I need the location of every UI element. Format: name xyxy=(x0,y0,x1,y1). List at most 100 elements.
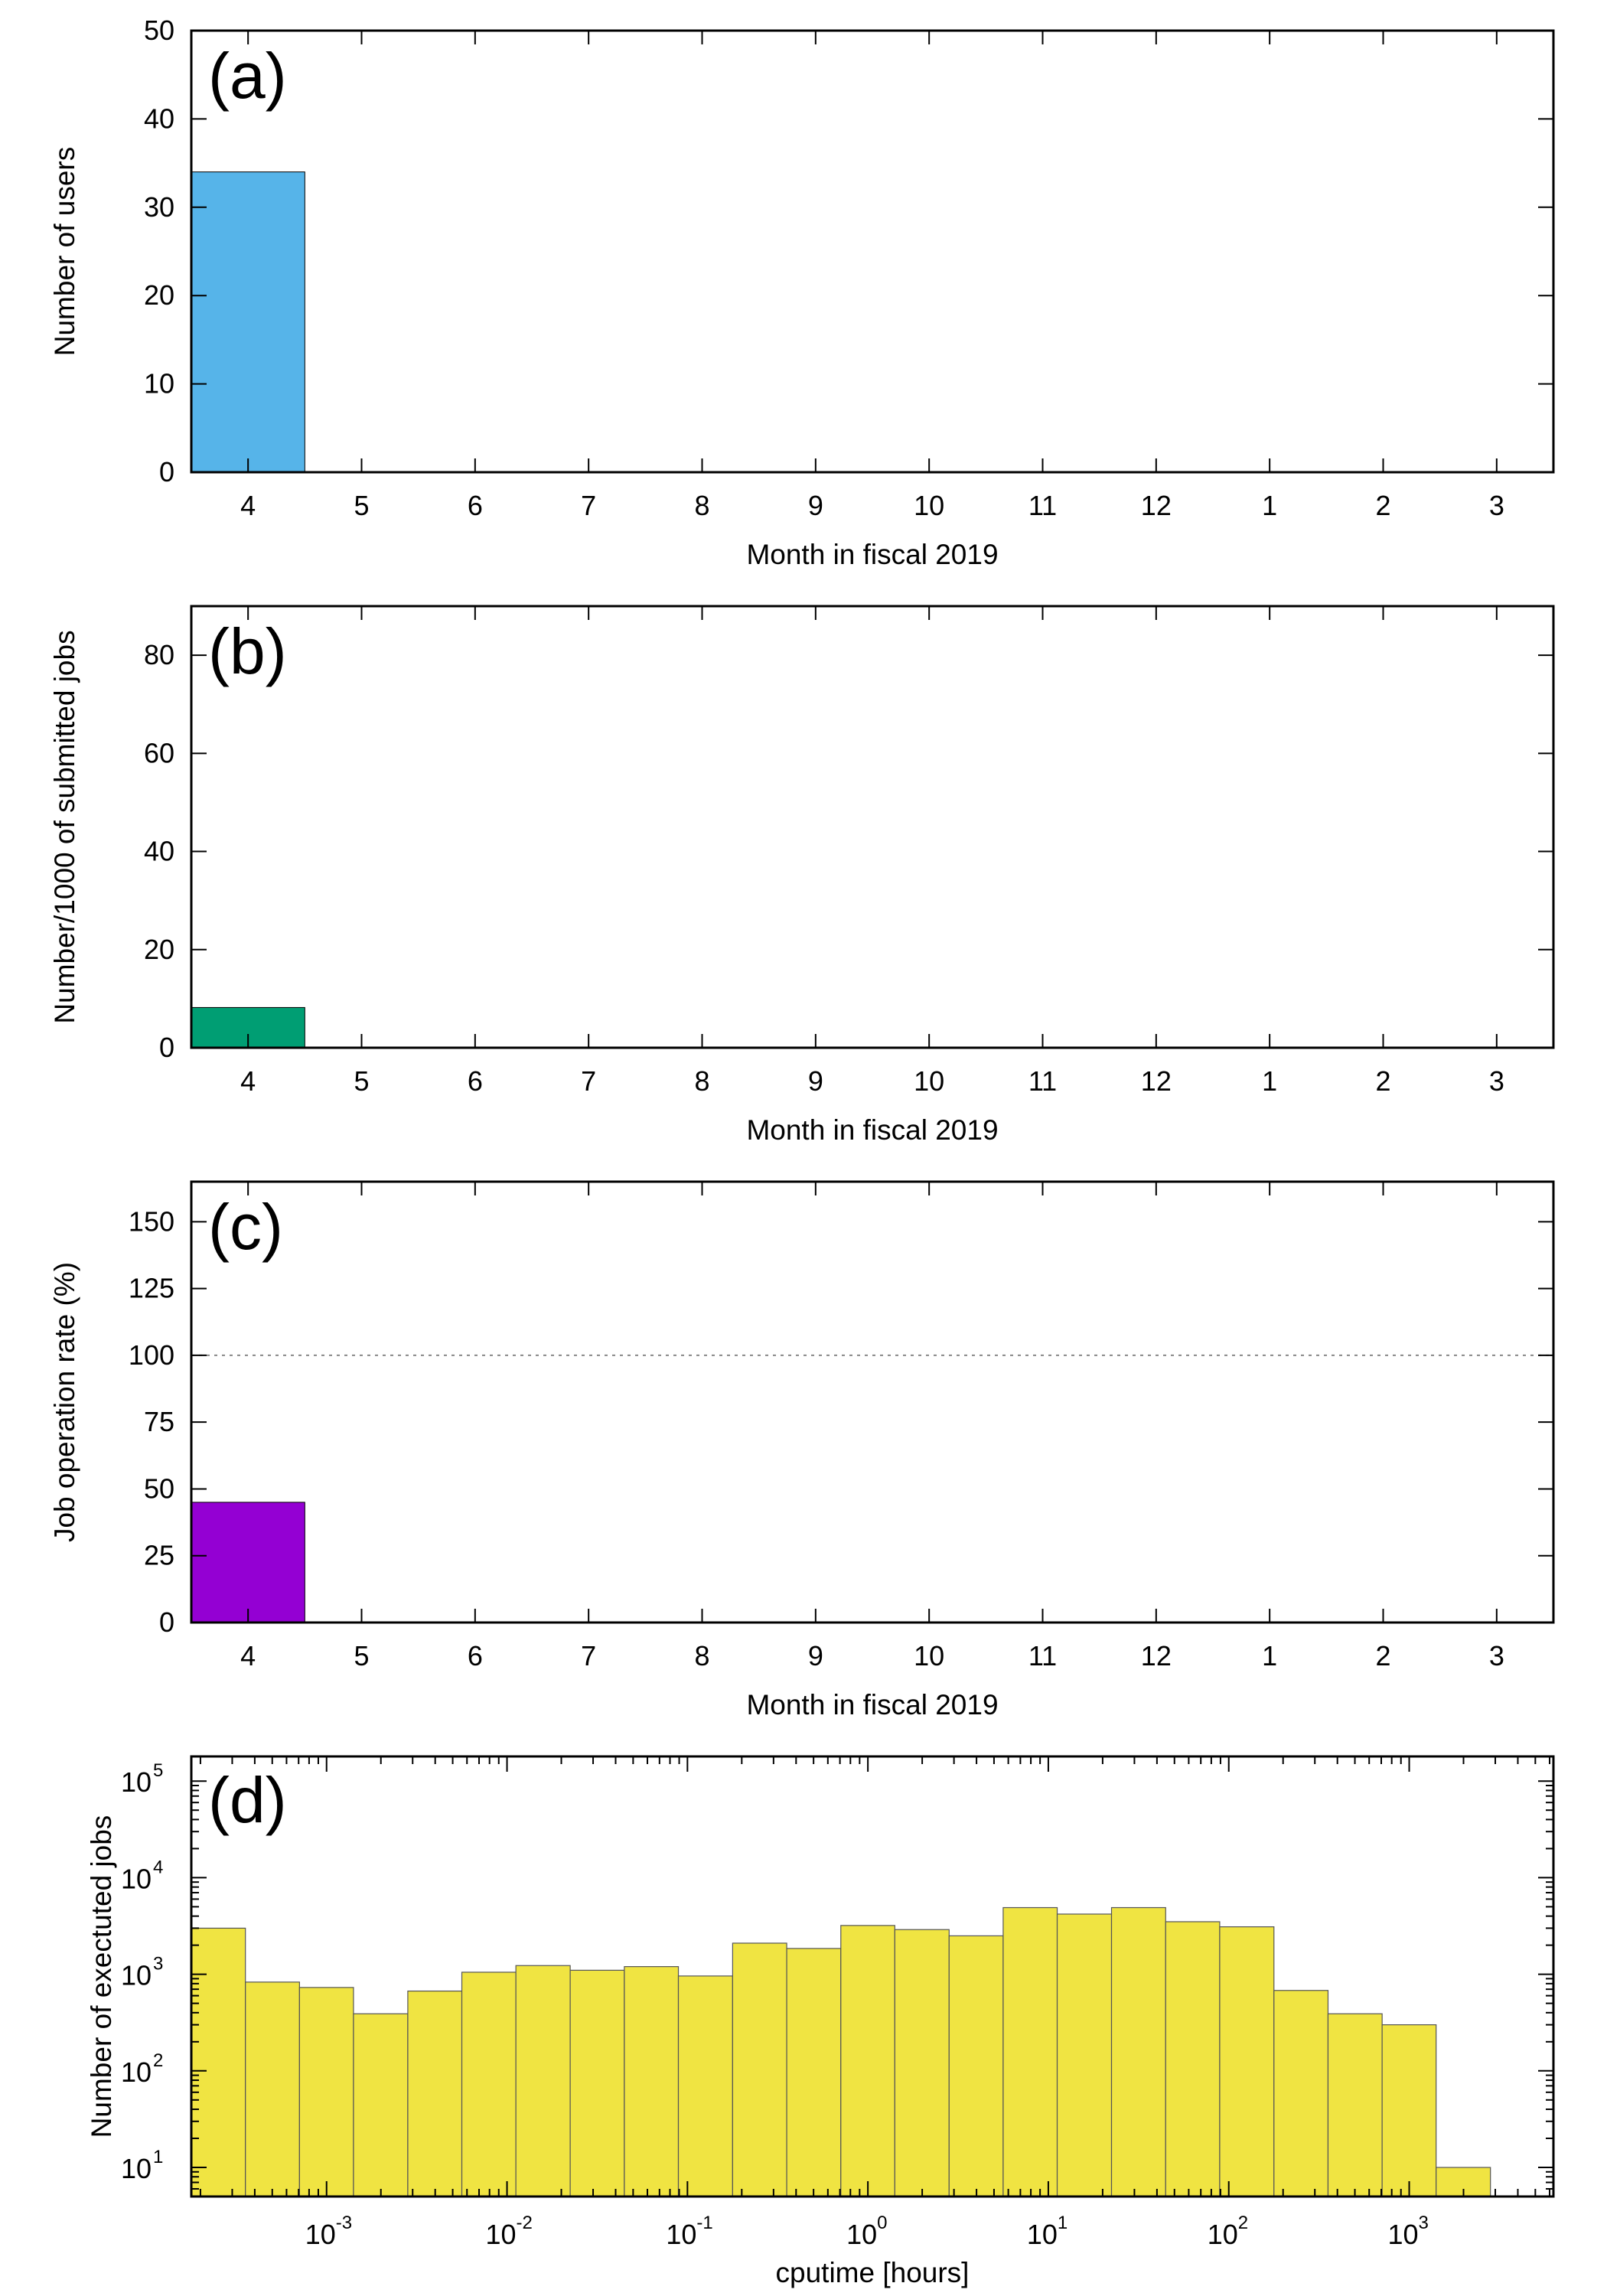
bar xyxy=(624,1966,680,2197)
x-tick-label: 11 xyxy=(1028,490,1057,521)
y-tick-label: 20 xyxy=(144,279,174,311)
x-tick-exponent: -2 xyxy=(517,2213,533,2233)
x-tick-label: 9 xyxy=(808,1640,823,1671)
x-tick-label: 10 xyxy=(666,2219,696,2250)
bar xyxy=(1219,1926,1275,2197)
bar xyxy=(1327,2013,1383,2197)
x-tick-label: 5 xyxy=(354,1640,369,1671)
y-tick-exponent: 4 xyxy=(153,1857,163,1877)
x-tick-label: 10 xyxy=(1387,2219,1418,2250)
x-tick-label: 6 xyxy=(468,1065,483,1097)
plot-frame xyxy=(190,1755,1555,2198)
y-tick-exponent: 1 xyxy=(153,2147,163,2167)
bar xyxy=(1165,1921,1221,2197)
y-tick-label: 40 xyxy=(144,103,174,134)
x-tick-label: 4 xyxy=(240,1640,256,1671)
y-axis-label: Number of exectuted jobs xyxy=(86,1815,117,2138)
y-tick-label: 50 xyxy=(144,15,174,46)
bar xyxy=(1110,1906,1166,2197)
x-tick-label: 6 xyxy=(468,490,483,521)
bar xyxy=(732,1942,787,2197)
bar xyxy=(245,1981,300,2197)
bar xyxy=(1273,1990,1329,2197)
bar xyxy=(1002,1906,1058,2197)
y-tick-label: 10 xyxy=(144,368,174,400)
x-tick-label: 3 xyxy=(1489,1640,1504,1671)
x-tick-label: 8 xyxy=(694,1065,709,1097)
y-tick-label: 0 xyxy=(159,1032,174,1063)
panel-label: (a) xyxy=(208,40,287,112)
x-tick-label: 10 xyxy=(914,1065,944,1097)
x-axis-label: Month in fiscal 2019 xyxy=(746,539,998,570)
bar xyxy=(191,1502,305,1623)
x-tick-label: 10 xyxy=(846,2219,877,2250)
plot-frame xyxy=(190,1180,1555,1624)
y-tick-label: 125 xyxy=(129,1273,174,1304)
x-axis-label: cputime [hours] xyxy=(776,2257,970,2288)
y-axis-label: Number of users xyxy=(49,147,80,357)
y-tick-exponent: 2 xyxy=(153,2050,163,2071)
y-tick-label: 100 xyxy=(129,1339,174,1371)
x-tick-exponent: 3 xyxy=(1419,2213,1429,2233)
plot-frame xyxy=(190,29,1555,474)
x-tick-label: 4 xyxy=(240,490,256,521)
x-tick-label: 9 xyxy=(808,490,823,521)
y-tick-label: 30 xyxy=(144,191,174,223)
x-tick-label: 9 xyxy=(808,1065,823,1097)
y-axis-label: Number/1000 of submitted jobs xyxy=(49,630,80,1023)
bar xyxy=(353,2013,409,2197)
y-tick-label: 10 xyxy=(121,1766,152,1798)
bar xyxy=(840,1925,895,2197)
x-tick-exponent: -3 xyxy=(336,2213,352,2233)
x-tick-exponent: 0 xyxy=(877,2213,887,2233)
x-tick-label: 5 xyxy=(354,490,369,521)
bar xyxy=(191,171,305,473)
bar xyxy=(461,1971,517,2197)
x-tick-label: 10 xyxy=(1027,2219,1058,2250)
x-tick-label: 12 xyxy=(1141,490,1172,521)
x-tick-exponent: 2 xyxy=(1238,2213,1248,2233)
x-tick-label: 11 xyxy=(1028,1640,1057,1671)
bar xyxy=(569,1969,625,2197)
x-tick-label: 7 xyxy=(581,490,596,521)
y-tick-label: 40 xyxy=(144,836,174,867)
x-tick-label: 10 xyxy=(1208,2219,1238,2250)
bar xyxy=(677,1975,733,2197)
y-tick-label: 150 xyxy=(129,1205,174,1237)
panel-label: (d) xyxy=(208,1764,287,1836)
x-axis-label: Month in fiscal 2019 xyxy=(746,1114,998,1146)
bar xyxy=(191,1927,246,2197)
panel-label: (c) xyxy=(208,1191,283,1263)
x-tick-exponent: 1 xyxy=(1058,2213,1068,2233)
y-axis-label: Job operation rate (%) xyxy=(49,1262,80,1542)
bar xyxy=(948,1935,1004,2197)
x-tick-label: 10 xyxy=(914,490,944,521)
bar xyxy=(1056,1913,1113,2197)
bar xyxy=(786,1948,842,2197)
y-tick-label: 0 xyxy=(159,1606,174,1638)
bar xyxy=(407,1990,463,2197)
panel-label: (b) xyxy=(208,615,287,687)
x-tick-exponent: -1 xyxy=(696,2213,712,2233)
x-tick-label: 5 xyxy=(354,1065,369,1097)
x-axis-label: Month in fiscal 2019 xyxy=(746,1689,998,1720)
x-tick-label: 3 xyxy=(1489,490,1504,521)
x-tick-label: 1 xyxy=(1262,1640,1277,1671)
y-tick-label: 10 xyxy=(121,1863,152,1894)
y-tick-label: 80 xyxy=(144,639,174,670)
y-tick-label: 10 xyxy=(121,2153,152,2184)
y-tick-label: 0 xyxy=(159,456,174,488)
x-tick-label: 7 xyxy=(581,1640,596,1671)
x-tick-label: 2 xyxy=(1375,490,1390,521)
x-tick-label: 3 xyxy=(1489,1065,1504,1097)
x-tick-label: 8 xyxy=(694,490,709,521)
y-tick-label: 20 xyxy=(144,934,174,965)
y-tick-label: 10 xyxy=(121,1960,152,1991)
y-tick-label: 60 xyxy=(144,737,174,768)
panel-d: 10 -3 10 -2 10 -1 10 0 10 1 10 2 10 310 110 210 310 410 5c… xyxy=(86,1755,1555,2288)
y-tick-label: 75 xyxy=(144,1406,174,1437)
